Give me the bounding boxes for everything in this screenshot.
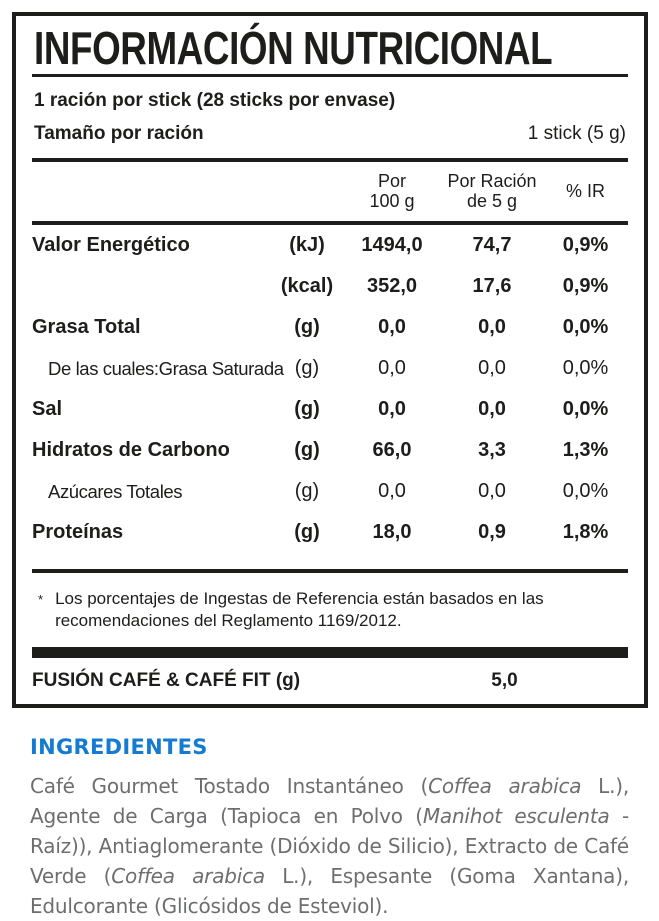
value-per-100g: 0,0 — [378, 480, 406, 503]
nutrient-name: Valor Energético — [32, 234, 190, 257]
serving-size-value: 1 stick (5 g) — [527, 123, 626, 145]
nutrient-name: Hidratos de Carbono — [32, 439, 230, 462]
ingredient-segment: L.), Agente de Carga (Tapioca en Polvo ( — [30, 774, 629, 829]
nutrient-unit: (kcal) — [280, 275, 334, 298]
column-header-ir: % IR — [565, 181, 605, 202]
value-per-100g: 0,0 — [378, 398, 406, 421]
product-name: FUSIÓN CAFÉ & CAFÉ FIT (g) — [32, 670, 301, 692]
value-per-serving: 3,3 — [478, 439, 506, 462]
nutrient-name: Sal — [32, 398, 63, 421]
value-per-serving: 0,0 — [478, 316, 506, 339]
product-amount-row: FUSIÓN CAFÉ & CAFÉ FIT (g) 5,0 — [32, 670, 628, 692]
footnote-asterisk: * — [38, 592, 44, 608]
nutrient-unit: (g) — [294, 398, 320, 421]
nutrient-name: Grasa Total — [32, 316, 141, 339]
servings-per-container: 1 ración por stick (28 sticks por envase… — [34, 90, 396, 112]
table-header-row: Por 100 g Por Ración de 5 g % IR — [32, 171, 628, 211]
value-per-100g: 18,0 — [372, 521, 412, 544]
table-row: (kcal) 352,0 17,6 0,9% — [32, 266, 628, 307]
value-ir: 0,9% — [562, 234, 609, 257]
nutrient-unit: (g) — [294, 480, 320, 503]
table-row: Grasa Total (g) 0,0 0,0 0,0% — [32, 307, 628, 348]
table-row: Hidratos de Carbono (g) 66,0 3,3 1,3% — [32, 430, 628, 471]
table-row-sub: Azúcares Totales (g) 0,0 0,0 0,0% — [32, 471, 628, 512]
ingredient-segment: Café Gourmet Tostado Instantáneo ( — [30, 774, 429, 799]
nutrient-name: Azúcares Totales — [48, 480, 183, 502]
value-per-100g: 0,0 — [378, 316, 406, 339]
serving-size-label: Tamaño por ración — [34, 123, 204, 145]
value-per-serving: 0,0 — [478, 357, 506, 380]
value-per-serving: 0,0 — [478, 480, 506, 503]
ingredients-text: Café Gourmet Tostado Instantáneo (Coffea… — [30, 771, 629, 921]
nutrition-facts-panel: INFORMACIÓN NUTRICIONAL 1 ración por sti… — [12, 12, 648, 709]
thick-separator-bar — [32, 647, 628, 659]
value-per-serving: 0,9 — [478, 521, 506, 544]
serving-size-row: Tamaño por ración 1 stick (5 g) — [34, 123, 626, 145]
column-header-per-100g: Por 100 g — [369, 171, 415, 212]
value-ir: 0,0% — [562, 398, 609, 421]
value-per-100g: 0,0 — [378, 357, 406, 380]
value-per-100g: 352,0 — [366, 275, 418, 298]
value-ir: 0,9% — [562, 275, 609, 298]
footnote-text: Los porcentajes de Ingestas de Referenci… — [55, 589, 544, 631]
nutrient-unit: (g) — [294, 521, 320, 544]
nutrient-unit: (kJ) — [289, 234, 325, 257]
footnote-divider — [32, 569, 628, 574]
value-per-serving: 74,7 — [472, 234, 512, 257]
ingredient-latin-name: Coffea arabica — [111, 864, 265, 889]
table-row-sub: De las cuales:Grasa Saturada (g) 0,0 0,0… — [32, 348, 628, 389]
footnote: * Los porcentajes de Ingestas de Referen… — [36, 588, 624, 632]
nutrient-unit: (g) — [294, 357, 320, 380]
ingredients-section: INGREDIENTES Café Gourmet Tostado Instan… — [30, 735, 629, 921]
table-row: Proteínas (g) 18,0 0,9 1,8% — [32, 512, 628, 553]
section-divider-top — [32, 158, 628, 163]
value-per-100g: 66,0 — [372, 439, 412, 462]
nutrient-name: Proteínas — [32, 521, 124, 544]
nutrition-title: INFORMACIÓN NUTRICIONAL — [34, 22, 553, 74]
column-header-per-serving: Por Ración de 5 g — [447, 171, 537, 212]
value-per-100g: 1494,0 — [361, 234, 423, 257]
value-ir: 0,0% — [562, 357, 609, 380]
ingredient-latin-name: Coffea arabica — [428, 774, 582, 799]
value-per-serving: 17,6 — [472, 275, 512, 298]
ingredients-heading: INGREDIENTES — [30, 735, 208, 760]
nutrient-unit: (g) — [294, 439, 320, 462]
value-ir: 1,3% — [562, 439, 609, 462]
product-amount-value: 5,0 — [491, 670, 518, 692]
ingredient-latin-name: Manihot esculenta — [422, 804, 610, 829]
table-row: Valor Energético (kJ) 1494,0 74,7 0,9% — [32, 225, 628, 266]
value-ir: 0,0% — [562, 316, 609, 339]
table-row: Sal (g) 0,0 0,0 0,0% — [32, 389, 628, 430]
title-divider — [32, 74, 628, 78]
value-ir: 1,8% — [562, 521, 609, 544]
value-ir: 0,0% — [562, 480, 609, 503]
nutrient-unit: (g) — [294, 316, 320, 339]
header-divider — [32, 221, 628, 226]
value-per-serving: 0,0 — [478, 398, 506, 421]
nutrient-name: De las cuales:Grasa Saturada — [48, 357, 284, 379]
